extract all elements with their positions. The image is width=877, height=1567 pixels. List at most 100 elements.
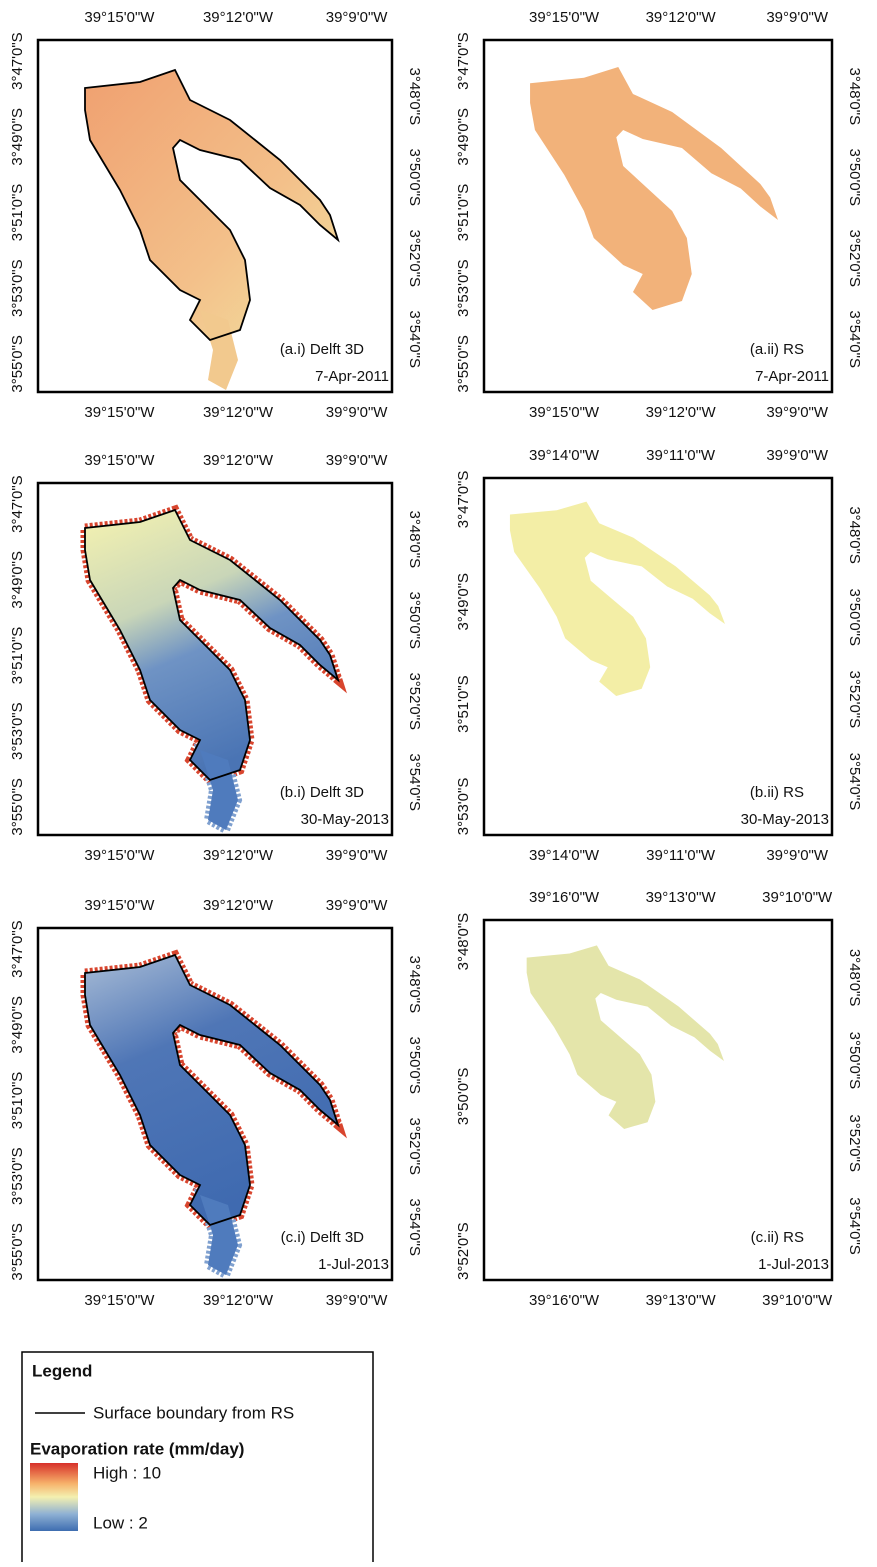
latitude-label: 3°47'0"S [455,471,472,529]
latitude-label: 3°53'0"S [9,259,26,317]
longitude-label: 39°9'0"W [326,1292,389,1309]
longitude-label: 39°9'0"W [326,897,389,914]
longitude-label: 39°12'0"W [646,9,717,26]
latitude-label: 3°50'0"S [406,148,423,206]
longitude-label: 39°9'0"W [326,847,389,864]
legend-high: High : 10 [93,1463,161,1482]
longitude-label: 39°13'0"W [646,1292,717,1309]
longitude-label: 39°14'0"W [529,447,600,464]
longitude-label: 39°15'0"W [84,1292,155,1309]
longitude-label: 39°16'0"W [529,889,600,906]
latitude-label: 3°48'0"S [406,511,423,569]
longitude-label: 39°10'0"W [762,1292,833,1309]
latitude-label: 3°47'0"S [9,475,26,533]
longitude-label: 39°12'0"W [203,847,274,864]
latitude-label: 3°48'0"S [846,949,863,1007]
latitude-label: 3°52'0"S [846,229,863,287]
panel-label: (b.i) Delft 3D [280,784,364,801]
latitude-label: 3°52'0"S [846,671,863,729]
longitude-label: 39°10'0"W [762,889,833,906]
latitude-label: 3°48'0"S [406,956,423,1014]
longitude-label: 39°9'0"W [766,847,829,864]
longitude-label: 39°12'0"W [203,404,274,421]
latitude-label: 3°55'0"S [9,335,26,393]
latitude-label: 3°50'0"S [455,1068,472,1126]
latitude-label: 3°53'0"S [455,778,472,836]
latitude-label: 3°47'0"S [9,920,26,978]
longitude-label: 39°14'0"W [529,847,600,864]
panel-date: 1-Jul-2013 [318,1256,389,1273]
latitude-label: 3°50'0"S [846,1032,863,1090]
latitude-label: 3°52'0"S [406,229,423,287]
longitude-label: 39°15'0"W [529,404,600,421]
latitude-label: 3°53'0"S [9,702,26,760]
panel-label: (a.i) Delft 3D [280,341,364,358]
latitude-label: 3°48'0"S [846,68,863,126]
latitude-label: 3°55'0"S [455,335,472,393]
panel-date: 7-Apr-2011 [755,368,829,385]
longitude-label: 39°15'0"W [84,897,155,914]
latitude-label: 3°54'0"S [846,753,863,811]
latitude-label: 3°53'0"S [9,1147,26,1205]
latitude-label: 3°51'0"S [455,184,472,242]
latitude-label: 3°50'0"S [406,1036,423,1094]
longitude-label: 39°12'0"W [203,9,274,26]
latitude-label: 3°48'0"S [455,913,472,971]
latitude-label: 3°49'0"S [9,996,26,1054]
panel-date: 1-Jul-2013 [758,1256,829,1273]
longitude-label: 39°11'0"W [646,447,716,464]
longitude-label: 39°12'0"W [203,452,274,469]
longitude-label: 39°12'0"W [203,897,274,914]
latitude-label: 3°47'0"S [455,32,472,90]
latitude-label: 3°54'0"S [846,1197,863,1255]
panel-label: (a.ii) RS [750,341,804,358]
longitude-label: 39°9'0"W [326,404,389,421]
latitude-label: 3°52'0"S [406,1117,423,1175]
latitude-label: 3°47'0"S [9,32,26,90]
figure: 39°15'0"W 39°12'0"W 39°9'0"W 39°15'0"W 39°12… [0,0,877,1562]
panel-label: (b.ii) RS [750,784,804,801]
map-panel: 39°16'0"W 39°13'0"W 39°10'0"W 39°16'0"W 39°1… [455,889,863,1309]
color-ramp [30,1463,78,1531]
latitude-label: 3°49'0"S [455,108,472,166]
longitude-label: 39°12'0"W [203,1292,274,1309]
legend-low: Low : 2 [93,1513,148,1532]
longitude-label: 39°15'0"W [84,404,155,421]
latitude-label: 3°49'0"S [9,551,26,609]
longitude-label: 39°16'0"W [529,1292,600,1309]
longitude-label: 39°15'0"W [529,9,600,26]
legend: Legend Surface boundary from RS Evaporat… [22,1352,373,1562]
longitude-label: 39°9'0"W [766,9,829,26]
latitude-label: 3°49'0"S [9,108,26,166]
panel-date: 30-May-2013 [741,811,829,828]
latitude-label: 3°51'0"S [9,1072,26,1130]
latitude-label: 3°52'0"S [846,1114,863,1172]
panel-date: 7-Apr-2011 [315,368,389,385]
latitude-label: 3°50'0"S [846,148,863,206]
legend-line-label: Surface boundary from RS [93,1403,294,1422]
map-panel: 39°15'0"W 39°12'0"W 39°9'0"W 39°15'0"W 39°12… [455,9,863,421]
legend-title: Legend [32,1361,92,1380]
latitude-label: 3°51'0"S [9,184,26,242]
longitude-label: 39°9'0"W [766,404,829,421]
longitude-label: 39°9'0"W [766,447,829,464]
latitude-label: 3°54'0"S [406,1198,423,1256]
latitude-label: 3°54'0"S [406,310,423,368]
latitude-label: 3°48'0"S [846,506,863,564]
panel-label: (c.ii) RS [751,1229,804,1246]
latitude-label: 3°55'0"S [9,778,26,836]
latitude-label: 3°50'0"S [846,588,863,646]
longitude-label: 39°12'0"W [646,404,717,421]
latitude-label: 3°54'0"S [846,310,863,368]
longitude-label: 39°9'0"W [326,9,389,26]
latitude-label: 3°51'0"S [455,675,472,733]
legend-ramp-title: Evaporation rate (mm/day) [30,1439,244,1458]
longitude-label: 39°11'0"W [646,847,716,864]
latitude-label: 3°51'0"S [9,627,26,685]
latitude-label: 3°49'0"S [455,573,472,631]
panel-date: 30-May-2013 [301,811,389,828]
latitude-label: 3°50'0"S [406,591,423,649]
latitude-label: 3°53'0"S [455,259,472,317]
latitude-label: 3°52'0"S [455,1222,472,1280]
